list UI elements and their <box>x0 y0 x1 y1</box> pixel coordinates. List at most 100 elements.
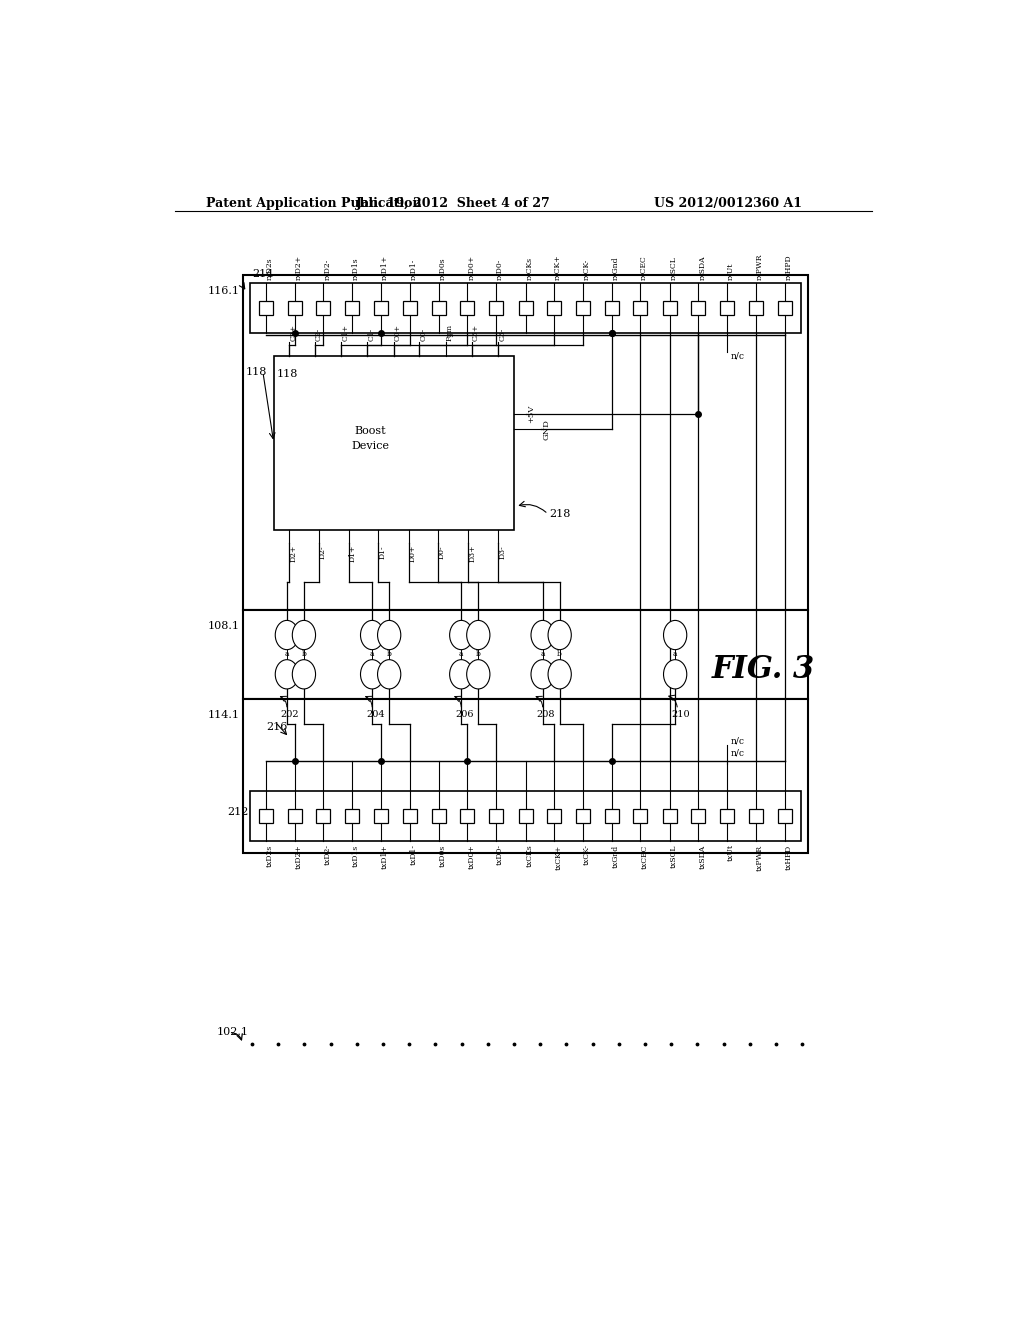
Text: txPWR: txPWR <box>756 845 764 871</box>
Text: a: a <box>285 651 289 659</box>
Bar <box>778 301 793 314</box>
Bar <box>403 809 417 822</box>
Ellipse shape <box>531 660 554 689</box>
Bar <box>633 301 647 314</box>
Bar <box>663 301 677 314</box>
Bar <box>604 809 618 822</box>
Ellipse shape <box>531 620 554 649</box>
Bar <box>345 301 359 314</box>
Text: a: a <box>673 651 678 659</box>
Bar <box>575 301 590 314</box>
Text: rxCK-: rxCK- <box>583 259 591 280</box>
Text: rxD0-: rxD0- <box>496 259 504 280</box>
Ellipse shape <box>292 660 315 689</box>
Text: rxSDA: rxSDA <box>698 256 707 280</box>
Text: D2-: D2- <box>318 545 327 558</box>
Text: 102.1: 102.1 <box>217 1027 249 1038</box>
Text: 116.1: 116.1 <box>208 286 240 296</box>
Bar <box>720 301 734 314</box>
Bar <box>461 301 474 314</box>
Ellipse shape <box>360 620 384 649</box>
Text: Pgm: Pgm <box>445 323 454 341</box>
Text: C2+: C2+ <box>289 323 297 341</box>
Ellipse shape <box>450 660 473 689</box>
Bar <box>259 301 273 314</box>
Bar <box>633 809 647 822</box>
Text: C3+: C3+ <box>472 323 480 341</box>
Text: D3-: D3- <box>499 545 507 558</box>
Text: txD0-: txD0- <box>496 845 504 866</box>
Text: rxD0+: rxD0+ <box>467 255 475 280</box>
Text: rxD2+: rxD2+ <box>295 255 303 280</box>
Text: txD0+: txD0+ <box>467 845 475 870</box>
Text: txSDA: txSDA <box>698 845 707 869</box>
Bar <box>691 809 706 822</box>
Text: 218: 218 <box>549 510 570 519</box>
Text: 202: 202 <box>281 710 299 718</box>
Bar <box>604 301 618 314</box>
Text: b: b <box>301 651 306 659</box>
Text: C1-: C1- <box>368 327 376 341</box>
Ellipse shape <box>664 620 687 649</box>
Text: a: a <box>459 651 464 659</box>
Text: rxCK+: rxCK+ <box>554 255 562 280</box>
Text: 118: 118 <box>276 368 298 379</box>
Bar <box>374 809 388 822</box>
Text: txCK+: txCK+ <box>554 845 562 870</box>
Bar <box>461 809 474 822</box>
Bar <box>432 809 445 822</box>
Text: Jan. 19, 2012  Sheet 4 of 27: Jan. 19, 2012 Sheet 4 of 27 <box>356 197 551 210</box>
Text: C3-: C3- <box>499 327 507 341</box>
Text: Device: Device <box>351 441 389 451</box>
Bar <box>259 809 273 822</box>
Text: 216: 216 <box>266 722 288 733</box>
Ellipse shape <box>467 660 489 689</box>
Bar <box>273 356 514 529</box>
Ellipse shape <box>450 620 473 649</box>
Text: rxD2s: rxD2s <box>266 257 274 280</box>
Text: Boost: Boost <box>354 426 386 436</box>
Text: rxD1s: rxD1s <box>352 257 360 280</box>
Text: rxUt: rxUt <box>727 263 735 280</box>
Text: FIG. 3: FIG. 3 <box>712 655 815 685</box>
Text: 114.1: 114.1 <box>208 710 240 719</box>
Text: Patent Application Publication: Patent Application Publication <box>206 197 421 210</box>
Ellipse shape <box>292 620 315 649</box>
Bar <box>251 284 801 333</box>
Ellipse shape <box>275 620 299 649</box>
Text: +5V: +5V <box>527 405 536 424</box>
Text: 204: 204 <box>366 710 385 718</box>
Bar <box>432 301 445 314</box>
Text: a: a <box>370 651 375 659</box>
Ellipse shape <box>467 620 489 649</box>
Text: D3+: D3+ <box>468 545 476 562</box>
Text: rxSCL: rxSCL <box>670 256 678 280</box>
Ellipse shape <box>378 660 400 689</box>
Text: txD2-: txD2- <box>324 845 332 866</box>
Text: D0+: D0+ <box>409 545 417 562</box>
Text: C1+: C1+ <box>341 323 349 341</box>
Ellipse shape <box>664 660 687 689</box>
Text: txCKs: txCKs <box>525 845 534 867</box>
Bar <box>403 301 417 314</box>
Text: n/c: n/c <box>731 352 744 360</box>
Text: 118: 118 <box>246 367 267 376</box>
Bar <box>374 301 388 314</box>
Ellipse shape <box>360 660 384 689</box>
Bar <box>691 301 706 314</box>
Bar <box>243 610 809 700</box>
Text: txGnd: txGnd <box>611 845 620 867</box>
Bar <box>575 809 590 822</box>
Text: 214: 214 <box>252 269 273 280</box>
Text: C2-: C2- <box>314 327 323 341</box>
Bar <box>316 809 331 822</box>
Text: b: b <box>387 651 391 659</box>
Text: C0-: C0- <box>420 327 427 341</box>
Bar <box>489 301 503 314</box>
Bar <box>547 809 561 822</box>
Ellipse shape <box>548 620 571 649</box>
Text: rxD1-: rxD1- <box>410 259 418 280</box>
Bar <box>288 809 302 822</box>
Text: txD1s: txD1s <box>352 845 360 867</box>
Text: 206: 206 <box>455 710 473 718</box>
